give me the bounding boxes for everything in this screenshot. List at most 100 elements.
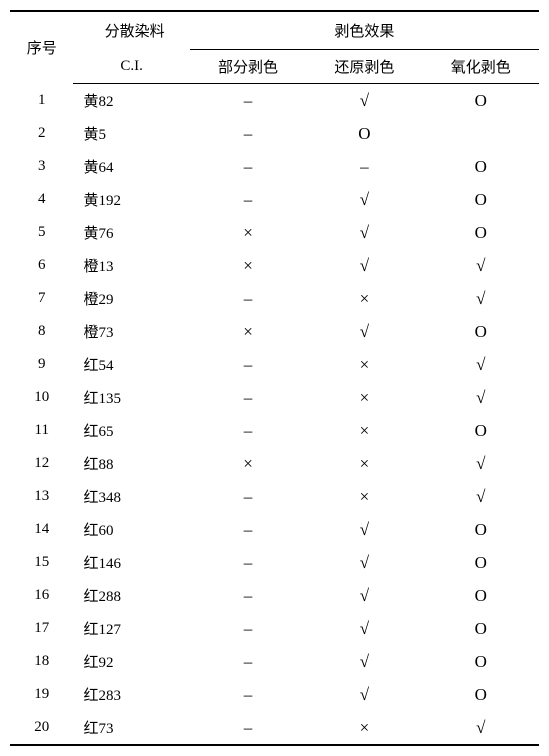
cell-effect-reduction: √ (306, 645, 422, 678)
cell-effect-partial: – (190, 546, 306, 579)
table-row: 17红127–√O (10, 612, 539, 645)
table-row: 15红146–√O (10, 546, 539, 579)
cell-dye: 红54 (73, 348, 189, 381)
cell-effect-reduction: × (306, 711, 422, 745)
cell-dye: 黄82 (73, 84, 189, 118)
cell-seq: 2 (10, 117, 73, 150)
cell-seq: 15 (10, 546, 73, 579)
cell-effect-reduction: O (306, 117, 422, 150)
cell-seq: 16 (10, 579, 73, 612)
table-row: 10红135–×√ (10, 381, 539, 414)
cell-effect-partial: × (190, 447, 306, 480)
table-row: 9红54–×√ (10, 348, 539, 381)
table-header: 序号 分散染料 剥色效果 C.I. 部分剥色 还原剥色 氧化剥色 (10, 11, 539, 84)
header-seq: 序号 (10, 11, 73, 84)
cell-seq: 18 (10, 645, 73, 678)
table-row: 19红283–√O (10, 678, 539, 711)
cell-dye: 红92 (73, 645, 189, 678)
table-row: 13红348–×√ (10, 480, 539, 513)
header-effect-group: 剥色效果 (190, 11, 539, 50)
cell-dye: 红283 (73, 678, 189, 711)
header-effect-reduction: 还原剥色 (306, 50, 422, 84)
table-row: 14红60–√O (10, 513, 539, 546)
cell-seq: 13 (10, 480, 73, 513)
cell-dye: 红73 (73, 711, 189, 745)
cell-effect-partial: – (190, 282, 306, 315)
cell-dye: 黄192 (73, 183, 189, 216)
cell-seq: 19 (10, 678, 73, 711)
table-row: 16红288–√O (10, 579, 539, 612)
cell-effect-reduction: √ (306, 612, 422, 645)
cell-effect-partial: – (190, 480, 306, 513)
cell-effect-reduction: √ (306, 546, 422, 579)
cell-effect-partial: × (190, 315, 306, 348)
cell-dye: 橙73 (73, 315, 189, 348)
cell-dye: 红288 (73, 579, 189, 612)
cell-dye: 黄5 (73, 117, 189, 150)
cell-seq: 12 (10, 447, 73, 480)
cell-effect-partial: – (190, 711, 306, 745)
cell-effect-partial: – (190, 678, 306, 711)
cell-effect-reduction: √ (306, 84, 422, 118)
cell-seq: 7 (10, 282, 73, 315)
cell-dye: 红146 (73, 546, 189, 579)
cell-dye: 红135 (73, 381, 189, 414)
cell-seq: 4 (10, 183, 73, 216)
cell-effect-reduction: √ (306, 315, 422, 348)
table-row: 12红88××√ (10, 447, 539, 480)
cell-effect-oxidation: √ (423, 480, 539, 513)
cell-effect-oxidation: O (423, 315, 539, 348)
cell-effect-oxidation: O (423, 84, 539, 118)
cell-dye: 橙13 (73, 249, 189, 282)
cell-seq: 5 (10, 216, 73, 249)
cell-effect-oxidation: O (423, 150, 539, 183)
cell-effect-oxidation: O (423, 414, 539, 447)
cell-effect-oxidation: O (423, 183, 539, 216)
table-row: 5黄76×√O (10, 216, 539, 249)
cell-effect-partial: – (190, 84, 306, 118)
cell-effect-reduction: – (306, 150, 422, 183)
cell-seq: 8 (10, 315, 73, 348)
cell-seq: 1 (10, 84, 73, 118)
cell-effect-reduction: √ (306, 183, 422, 216)
cell-effect-reduction: × (306, 414, 422, 447)
cell-dye: 橙29 (73, 282, 189, 315)
cell-seq: 14 (10, 513, 73, 546)
cell-effect-partial: – (190, 183, 306, 216)
cell-seq: 10 (10, 381, 73, 414)
table-row: 2黄5–O (10, 117, 539, 150)
cell-effect-reduction: × (306, 381, 422, 414)
header-dye-ci: C.I. (73, 50, 189, 84)
table-row: 18红92–√O (10, 645, 539, 678)
cell-effect-reduction: √ (306, 678, 422, 711)
cell-effect-oxidation: O (423, 546, 539, 579)
cell-effect-partial: – (190, 513, 306, 546)
cell-effect-partial: – (190, 381, 306, 414)
cell-dye: 红65 (73, 414, 189, 447)
cell-effect-reduction: × (306, 348, 422, 381)
table-row: 20红73–×√ (10, 711, 539, 745)
cell-dye: 黄76 (73, 216, 189, 249)
cell-seq: 20 (10, 711, 73, 745)
cell-effect-partial: – (190, 612, 306, 645)
cell-effect-reduction: √ (306, 513, 422, 546)
dye-stripping-table: 序号 分散染料 剥色效果 C.I. 部分剥色 还原剥色 氧化剥色 1黄82–√O… (10, 10, 539, 746)
table-row: 7橙29–×√ (10, 282, 539, 315)
cell-effect-partial: – (190, 414, 306, 447)
cell-dye: 黄64 (73, 150, 189, 183)
cell-seq: 9 (10, 348, 73, 381)
table-body: 1黄82–√O2黄5–O3黄64––O4黄192–√O5黄76×√O6橙13×√… (10, 84, 539, 746)
cell-dye: 红60 (73, 513, 189, 546)
table-row: 1黄82–√O (10, 84, 539, 118)
cell-effect-oxidation: √ (423, 249, 539, 282)
cell-seq: 17 (10, 612, 73, 645)
cell-effect-partial: – (190, 117, 306, 150)
cell-effect-reduction: √ (306, 249, 422, 282)
header-effect-oxidation: 氧化剥色 (423, 50, 539, 84)
cell-effect-partial: – (190, 150, 306, 183)
cell-dye: 红127 (73, 612, 189, 645)
cell-effect-oxidation: √ (423, 447, 539, 480)
cell-seq: 3 (10, 150, 73, 183)
table-row: 4黄192–√O (10, 183, 539, 216)
cell-effect-oxidation: √ (423, 381, 539, 414)
